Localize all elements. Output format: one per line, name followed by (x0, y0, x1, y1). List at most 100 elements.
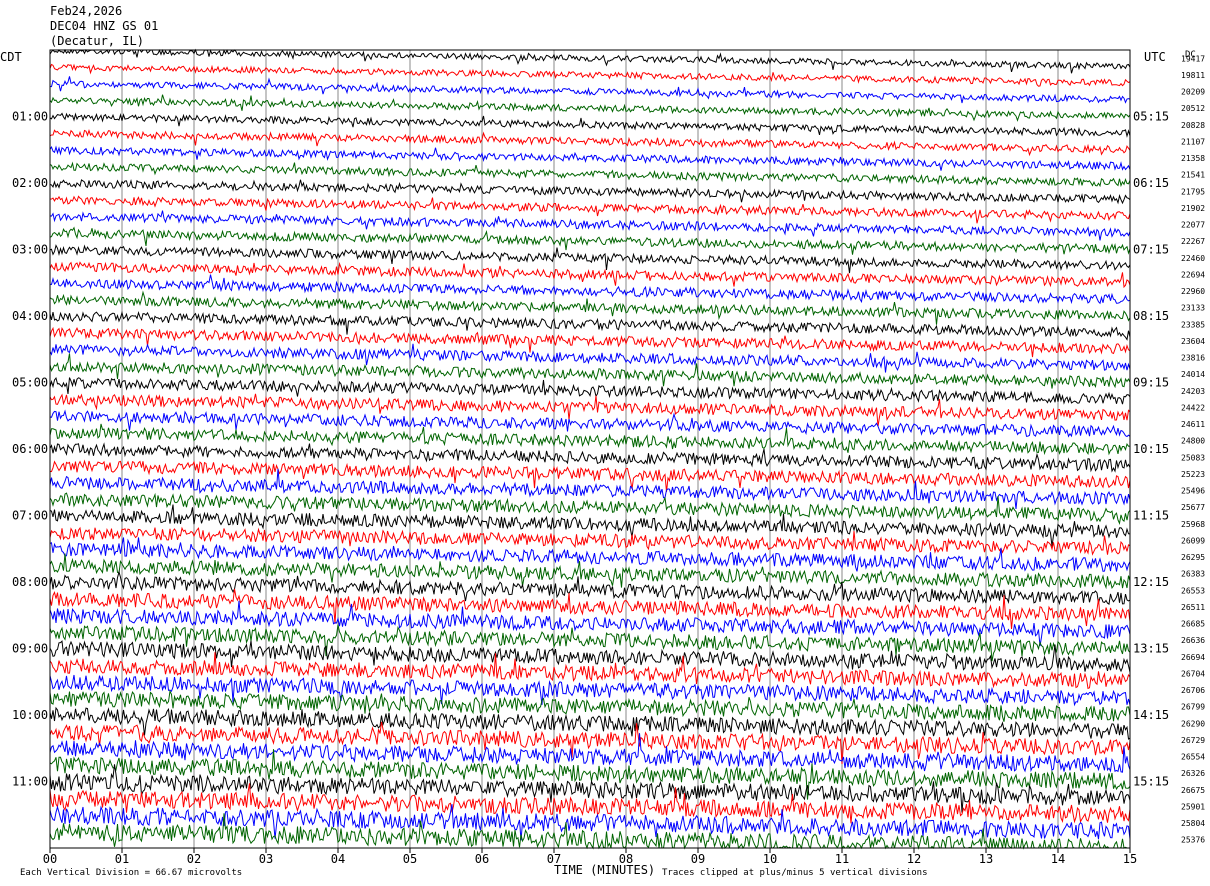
trace-row (49, 409, 1131, 438)
utc-time-label: 12:15 (1133, 575, 1169, 589)
dc-offset-label: 21795 (1181, 187, 1205, 196)
trace-row (49, 588, 1131, 629)
utc-time-label: 15:15 (1133, 775, 1169, 789)
dc-offset-label: 21358 (1181, 154, 1205, 163)
dc-offset-label: 22077 (1181, 221, 1205, 230)
trace-row (49, 195, 1131, 224)
trace-row (49, 721, 1131, 765)
dc-offset-label: 26553 (1181, 586, 1205, 595)
dc-offset-label: 25677 (1181, 503, 1205, 512)
clip-note: Traces clipped at plus/minus 5 vertical … (662, 868, 928, 878)
trace-row (49, 689, 1131, 723)
trace-row (49, 145, 1131, 171)
trace-row (49, 179, 1131, 205)
trace-row (49, 652, 1131, 690)
dc-offset-label: 21107 (1181, 137, 1205, 146)
x-tick-label: 02 (187, 852, 201, 866)
trace-row (49, 112, 1131, 138)
utc-time-labels: 05:15 06:15 07:15 08:15 09:15 10:15 11:15 12:15… (1133, 110, 1169, 789)
dc-offset-label: 19417 (1181, 54, 1205, 63)
trace-row (49, 244, 1131, 274)
dc-offset-label: 25901 (1181, 802, 1205, 811)
utc-time-label: 08:15 (1133, 309, 1169, 323)
trace-row (49, 526, 1131, 556)
trace-row (49, 492, 1131, 525)
plot-frame (49, 49, 1131, 849)
trace-row (49, 804, 1131, 841)
dc-offset-label: 25376 (1181, 836, 1205, 845)
dc-offset-label: 25968 (1181, 520, 1205, 529)
dc-offset-label: 26799 (1181, 703, 1205, 712)
x-tick-label: 06 (475, 852, 489, 866)
trace-row (49, 63, 1131, 87)
station-label: DEC04 HNZ GS 01 (50, 19, 159, 33)
dc-offset-label: 24611 (1181, 420, 1205, 429)
cdt-time-label: 02:00 (12, 176, 48, 190)
trace-row (49, 48, 1131, 74)
dc-offset-label: 26675 (1181, 786, 1205, 795)
dc-offset-label: 22460 (1181, 254, 1205, 263)
dc-offset-label: 26554 (1181, 753, 1205, 762)
trace-row (49, 161, 1131, 188)
x-tick-label: 00 (43, 852, 57, 866)
trace-row (49, 442, 1131, 473)
cdt-time-label: 11:00 (12, 775, 48, 789)
chart-date: Feb24,2026 (50, 4, 123, 18)
trace-row (49, 640, 1131, 673)
trace-row (49, 261, 1131, 289)
trace-row (49, 129, 1131, 157)
utc-time-label: 10:15 (1133, 442, 1169, 456)
dc-label: DC (1185, 50, 1196, 60)
trace-row (49, 459, 1131, 492)
trace-row (49, 377, 1131, 405)
trace-row (49, 600, 1131, 647)
cdt-time-label: 10:00 (12, 708, 48, 722)
dc-offset-label: 22267 (1181, 237, 1205, 246)
cdt-time-label: 03:00 (12, 243, 48, 257)
cdt-time-label: 06:00 (12, 442, 48, 456)
cdt-time-label: 05:00 (12, 376, 48, 390)
trace-row (49, 94, 1131, 122)
trace-row (49, 210, 1131, 241)
cdt-time-label: 01:00 (12, 110, 48, 124)
x-tick-label: 12 (907, 852, 921, 866)
trace-row (49, 274, 1131, 305)
trace-row (49, 504, 1131, 547)
utc-time-label: 09:15 (1133, 376, 1169, 390)
dc-offset-label: 26706 (1181, 686, 1205, 695)
dc-offset-label: 26099 (1181, 536, 1205, 545)
dc-offset-label: 26704 (1181, 669, 1205, 678)
dc-offset-label: 26290 (1181, 719, 1205, 728)
dc-offset-label: 25804 (1181, 819, 1205, 828)
dc-offset-label: 26636 (1181, 636, 1205, 645)
x-tick-label: 09 (691, 852, 705, 866)
x-tick-label: 14 (1051, 852, 1065, 866)
cdt-time-label: 09:00 (12, 642, 48, 656)
dc-offset-label: 21902 (1181, 204, 1205, 213)
trace-row (49, 353, 1131, 389)
dc-offset-label: 22960 (1181, 287, 1205, 296)
utc-time-label: 13:15 (1133, 642, 1169, 656)
utc-time-label: 11:15 (1133, 509, 1169, 523)
dc-offset-label: 24800 (1181, 437, 1205, 446)
seismic-traces (49, 48, 1131, 850)
dc-offset-label: 24203 (1181, 387, 1205, 396)
dc-offset-label: 23133 (1181, 304, 1205, 313)
trace-row (49, 393, 1131, 427)
trace-row (49, 226, 1131, 255)
dc-offset-label: 26383 (1181, 570, 1205, 579)
dc-offset-label: 19811 (1181, 71, 1205, 80)
dc-offset-label: 26685 (1181, 620, 1205, 629)
dc-offset-label: 26729 (1181, 736, 1205, 745)
utc-time-label: 05:15 (1133, 110, 1169, 124)
dc-offset-label: 26295 (1181, 553, 1205, 562)
x-tick-labels: 00 01 02 03 04 05 06 07 08 09 10 11 12 13 14 15 (43, 848, 1137, 866)
dc-offset-label: 26694 (1181, 653, 1205, 662)
location-label: (Decatur, IL) (50, 34, 144, 48)
trace-row (49, 813, 1130, 850)
cdt-time-label: 08:00 (12, 575, 48, 589)
dc-offset-label: 20828 (1181, 121, 1205, 130)
dc-offset-label: 25223 (1181, 470, 1205, 479)
left-axis-label: CDT (0, 50, 22, 64)
dc-offset-label: 23385 (1181, 320, 1205, 329)
